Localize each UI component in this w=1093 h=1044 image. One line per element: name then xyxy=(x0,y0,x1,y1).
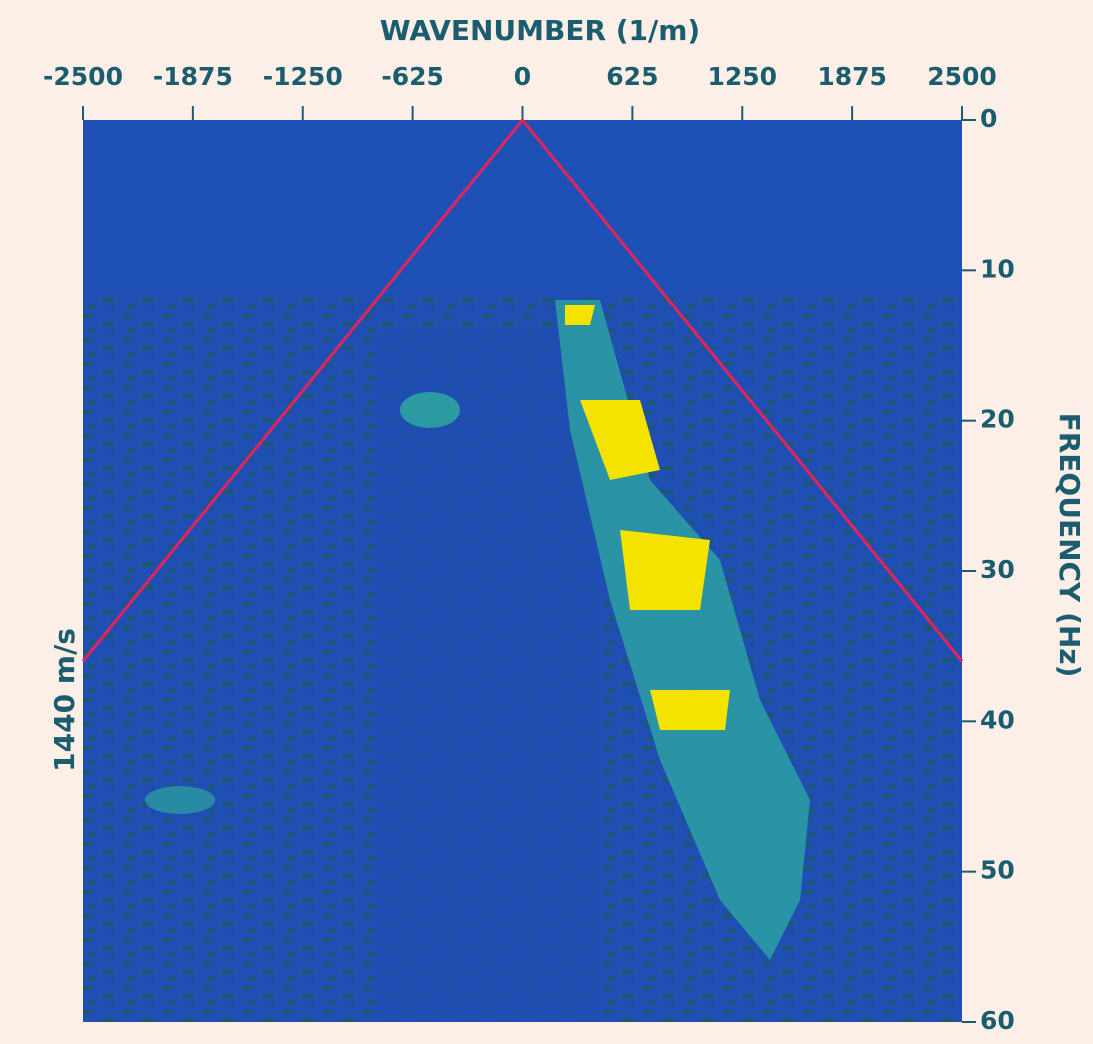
x-tick-label: -1875 xyxy=(153,62,233,91)
y-axis-title: FREQUENCY (Hz) xyxy=(1053,413,1086,678)
y-tick-label: 50 xyxy=(980,856,1015,885)
spectrum-energy xyxy=(145,786,215,814)
x-tick-label: 1875 xyxy=(817,62,887,91)
x-tick-label: 625 xyxy=(606,62,658,91)
x-tick-label: 1250 xyxy=(707,62,777,91)
x-tick-label: -2500 xyxy=(43,62,123,91)
y-tick-label: 0 xyxy=(980,104,997,133)
x-tick-label: 2500 xyxy=(927,62,997,91)
spectrum-peak xyxy=(565,305,730,730)
y-tick-label: 60 xyxy=(980,1006,1015,1035)
y-tick-label: 20 xyxy=(980,405,1015,434)
x-tick-label: 0 xyxy=(514,62,531,91)
x-tick-label: -625 xyxy=(381,62,444,91)
spectrum-texture xyxy=(380,330,600,1022)
y-tick-label: 10 xyxy=(980,254,1015,283)
x-tick-label: -1250 xyxy=(263,62,343,91)
velocity-line xyxy=(81,117,964,663)
y-tick-label: 40 xyxy=(980,705,1015,734)
spectrum xyxy=(83,120,962,1022)
y-tick-label: 30 xyxy=(980,555,1015,584)
x-axis-title: WAVENUMBER (1/m) xyxy=(380,14,700,47)
velocity-annotation: 1440 m/s xyxy=(48,628,81,772)
spectrum-energy xyxy=(400,392,460,428)
